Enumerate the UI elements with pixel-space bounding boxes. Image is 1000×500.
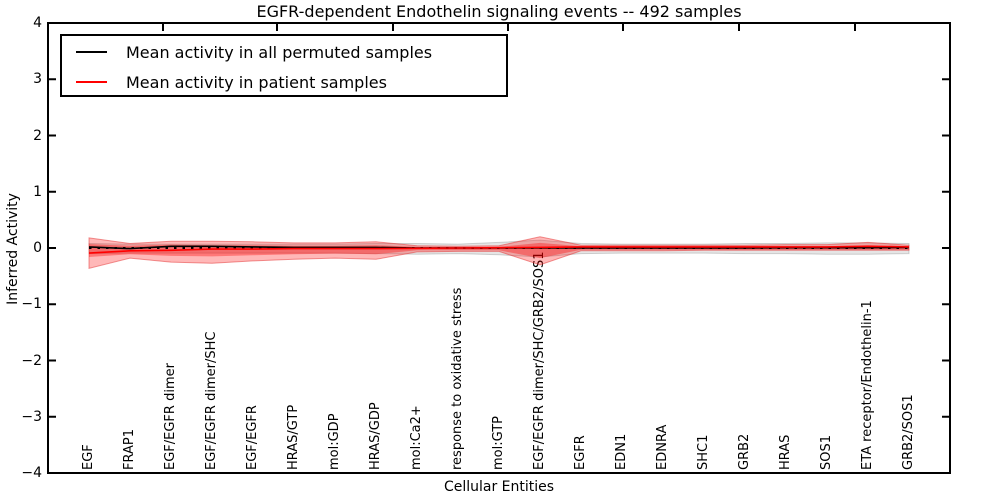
y-tick-label: −1 (21, 296, 42, 313)
permuted-line-swatch (76, 51, 107, 53)
y-tick-label: 4 (33, 15, 42, 31)
y-tick-label: 1 (33, 183, 42, 200)
legend-label-patient: Mean activity in patient samples (126, 72, 387, 92)
legend-item-permuted: Mean activity in all permuted samples (62, 38, 506, 66)
y-tick-label: −2 (21, 352, 42, 369)
x-axis-label: Cellular Entities (443, 479, 555, 495)
y-tick-label: −3 (21, 408, 42, 425)
legend-label-permuted: Mean activity in all permuted samples (126, 42, 433, 62)
patient-line-swatch (76, 81, 107, 83)
chart-title: EGFR-dependent Endothelin signaling even… (256, 2, 742, 21)
y-tick-label: −4 (21, 465, 42, 481)
patient-range-band (88, 236, 910, 269)
patient-mean-line (88, 245, 910, 254)
legend-item-patient: Mean activity in patient samples (62, 68, 506, 96)
legend: Mean activity in all permuted samples Me… (60, 34, 508, 97)
y-tick-label: 3 (33, 71, 42, 88)
y-tick-label: 0 (33, 240, 42, 256)
y-tick-label: 2 (33, 127, 42, 144)
